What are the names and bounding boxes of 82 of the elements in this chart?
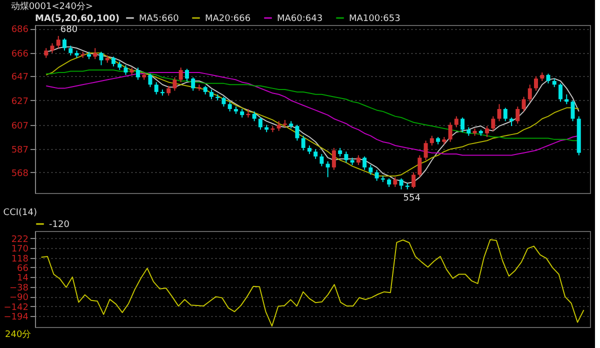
- candlestick: [50, 42, 54, 54]
- candlestick: [68, 45, 73, 56]
- candlestick: [209, 89, 214, 100]
- candlestick: [332, 147, 336, 170]
- candlestick: [326, 160, 330, 178]
- candlestick: [558, 82, 563, 102]
- candlestick: [430, 135, 434, 146]
- candlestick: [418, 154, 422, 178]
- candlestick: [252, 110, 256, 122]
- y-tick-label: −38: [10, 283, 29, 294]
- chart-title: CCI(14): [3, 208, 37, 218]
- candlestick: [154, 82, 158, 95]
- candlestick: [368, 164, 373, 176]
- y-tick-label: 118: [11, 254, 29, 264]
- y-tick-label: 222: [11, 234, 28, 245]
- y-tick-label: 647: [11, 72, 28, 83]
- candlestick: [62, 38, 66, 52]
- candlestick: [124, 64, 128, 76]
- candlestick: [93, 48, 98, 60]
- legend-label: MA100:653: [349, 14, 400, 24]
- y-tick-label: −194: [4, 312, 29, 323]
- y-tick-label: 568: [11, 168, 29, 179]
- annotation: 554: [403, 193, 421, 204]
- candlestick: [528, 84, 532, 102]
- y-tick-label: 666: [11, 50, 29, 60]
- candlestick: [516, 106, 520, 124]
- candlestick: [184, 68, 189, 82]
- y-tick-label: 607: [11, 121, 28, 132]
- candlestick: [570, 100, 575, 122]
- candlestick: [99, 51, 104, 66]
- candlestick: [412, 172, 416, 189]
- candlestick: [424, 140, 428, 161]
- candlestick: [136, 67, 140, 80]
- candlestick: [148, 73, 152, 88]
- candlestick: [222, 96, 226, 108]
- legend-label: MA5:660: [139, 14, 180, 24]
- y-tick-label: 14: [17, 274, 29, 284]
- candlestick: [374, 169, 379, 182]
- candlestick: [399, 178, 404, 190]
- candlestick: [534, 76, 538, 92]
- y-tick-label: 66: [17, 264, 29, 274]
- candlestick: [228, 101, 232, 112]
- candlestick: [301, 135, 306, 151]
- legend-label: MA60:643: [277, 14, 323, 24]
- candlestick: [522, 96, 526, 112]
- candlestick: [362, 156, 367, 170]
- text: -120: [49, 220, 70, 230]
- legend-label: MA20:666: [205, 14, 251, 24]
- candlestick: [448, 122, 452, 142]
- candlestick: [491, 116, 496, 132]
- candlestick: [356, 154, 360, 166]
- candlestick: [56, 35, 60, 49]
- y-tick-label: 170: [11, 244, 29, 255]
- candlestick: [276, 120, 281, 132]
- candlestick: [172, 76, 177, 92]
- y-tick-label: −90: [10, 293, 29, 304]
- y-tick-label: 627: [11, 96, 28, 107]
- legend-title: MA(5,20,60,100): [35, 14, 120, 24]
- candlestick: [320, 154, 324, 167]
- line-series: [40, 239, 584, 327]
- candlestick: [258, 117, 262, 130]
- y-tick-label: 686: [11, 25, 29, 36]
- candlestick: [393, 176, 398, 188]
- candlestick: [295, 124, 300, 142]
- candlestick: [497, 104, 502, 122]
- y-tick-label: 587: [11, 146, 28, 156]
- candlestick: [546, 73, 550, 84]
- candlestick: [111, 56, 116, 67]
- candlestick: [503, 107, 508, 122]
- candlestick: [178, 67, 183, 83]
- candlestick: [485, 126, 490, 138]
- candlestick: [166, 85, 171, 96]
- candlestick: [191, 76, 196, 92]
- y-tick-label: −142: [4, 302, 28, 313]
- text: 240分: [5, 329, 32, 340]
- chart-title: 动煤0001<240分>: [10, 1, 93, 12]
- candlestick: [44, 48, 48, 58]
- candlestick: [344, 151, 348, 164]
- candlestick: [314, 148, 318, 160]
- candlestick: [454, 116, 458, 128]
- candlestick: [460, 117, 465, 133]
- annotation: 680: [60, 24, 78, 35]
